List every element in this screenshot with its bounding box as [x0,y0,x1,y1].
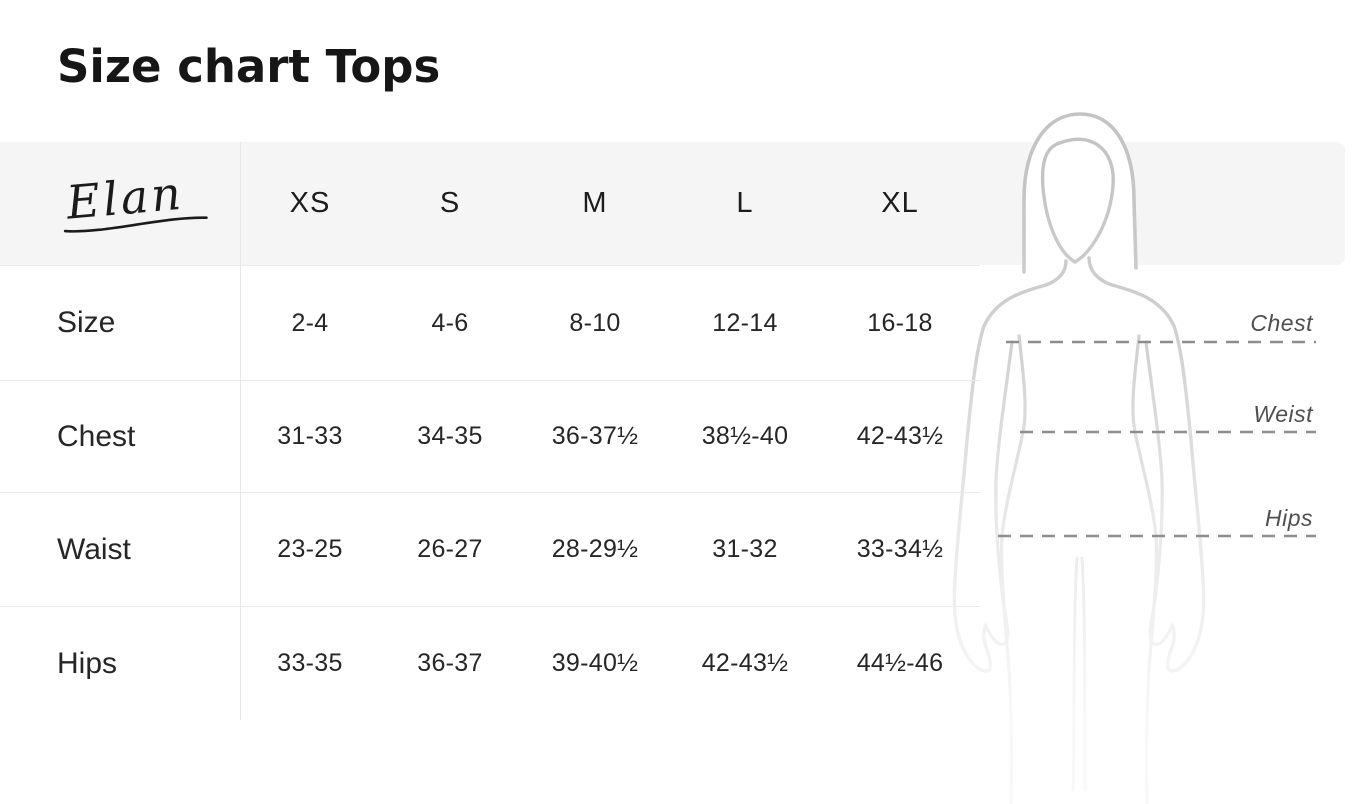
hips-s: 36-37 [380,606,520,720]
column-header-s: S [439,187,461,219]
hips-measure-label: Hips [1264,505,1313,531]
hips-xl: 44½-46 [820,606,980,720]
column-header-xl: XL [881,187,919,219]
figure-neck-left [1044,259,1068,287]
size-s: 4-6 [380,265,520,380]
waist-m: 28-29½ [520,492,670,606]
figure-right-arm-inner [1144,340,1174,646]
size-xl: 16-18 [820,265,980,380]
waist-xl: 33-34½ [820,492,980,606]
chest-l: 38½-40 [670,380,820,492]
label-column-divider [240,142,241,720]
brand-logo-text: Elan [63,165,186,229]
hips-l: 42-43½ [670,606,820,720]
waist-measure-label: Weist [1253,401,1313,427]
brand-logo: Elan [57,161,212,247]
size-xs: 2-4 [240,265,380,380]
column-header-l: L [736,187,754,219]
row-label-waist: Waist [0,492,240,606]
waist-l: 31-32 [670,492,820,606]
figure-left-arm-inner [984,340,1014,646]
body-figure-illustration [952,112,1316,804]
chest-xs: 31-33 [240,380,380,492]
hips-xs: 33-35 [240,606,380,720]
figure-right-arm-outer [1110,283,1206,673]
chest-m: 36-37½ [520,380,670,492]
size-l: 12-14 [670,265,820,380]
page-title: Size chart Tops [57,40,441,93]
size-table: Elan XS S M L XL Size 2-4 4-6 8-10 12-14… [0,142,980,720]
figure-leg-inner-left [1071,556,1079,792]
figure-left-arm-outer [952,283,1048,673]
figure-leg-inner-right [1080,556,1087,792]
chest-xl: 42-43½ [820,380,980,492]
figure-torso-right [1131,334,1158,804]
chest-measure-label: Chest [1250,310,1313,336]
column-header-m: M [582,187,608,219]
figure-face-outline [1040,137,1115,264]
row-label-chest: Chest [0,380,240,492]
waist-xs: 23-25 [240,492,380,606]
figure-neck-right [1087,256,1114,287]
hips-m: 39-40½ [520,606,670,720]
column-header-xs: XS [289,187,331,219]
brand-logo-underline [63,215,208,233]
size-m: 8-10 [520,265,670,380]
figure-torso-left [1000,334,1027,804]
chest-s: 34-35 [380,380,520,492]
brand-logo-cell: Elan [0,142,240,265]
waist-s: 26-27 [380,492,520,606]
figure-mask [953,114,1205,804]
row-label-size: Size [0,265,240,380]
row-label-hips: Hips [0,606,240,720]
